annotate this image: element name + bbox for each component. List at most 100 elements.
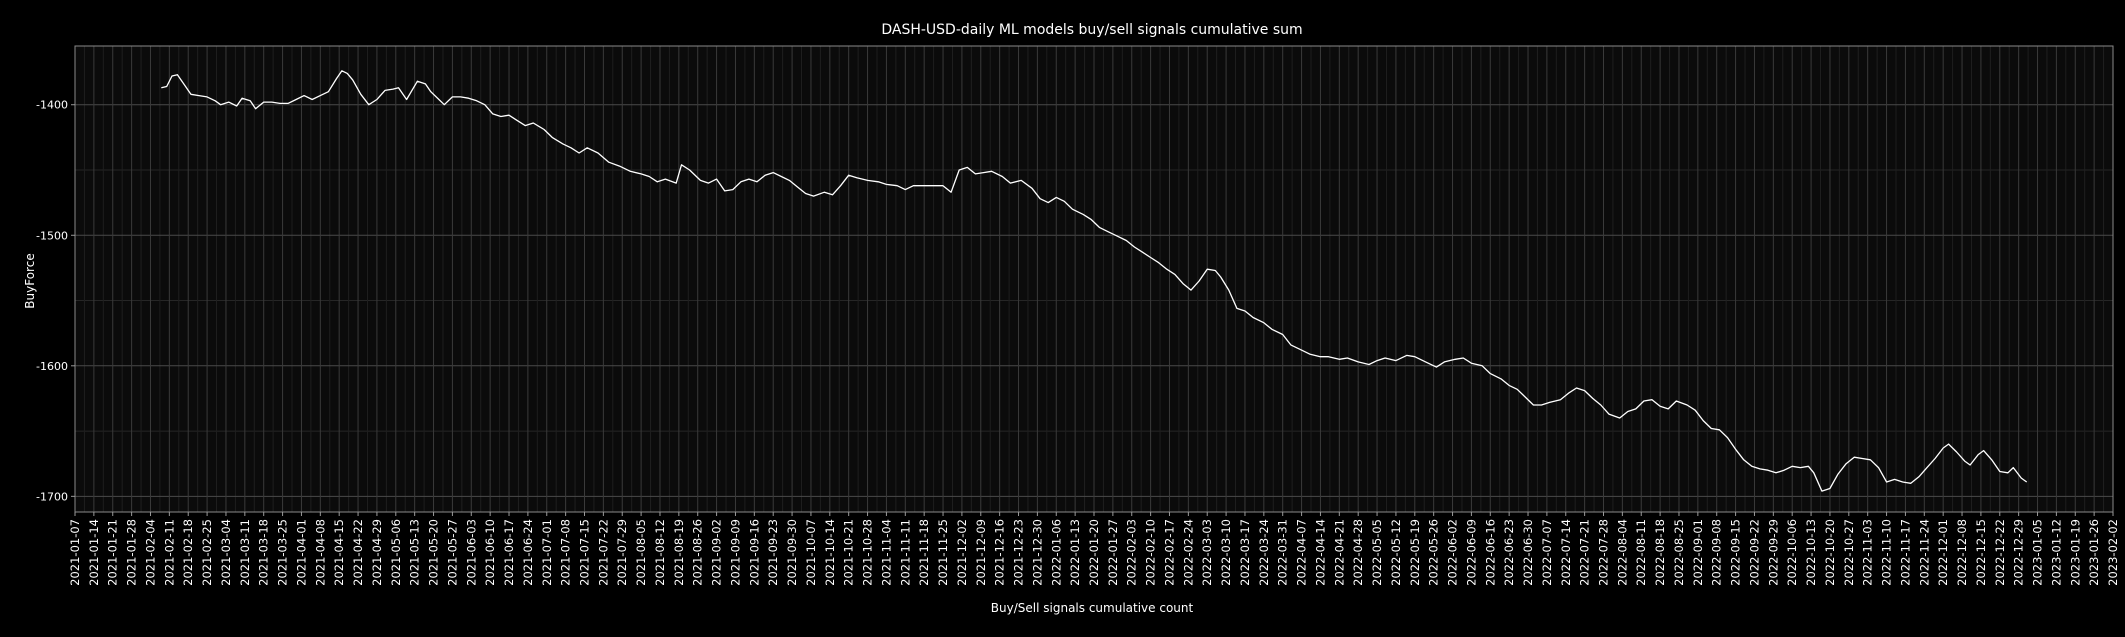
x-tick-label: 2022-02-17: [1162, 519, 1176, 586]
x-tick-label: 2022-09-29: [1766, 519, 1780, 586]
x-tick-label: 2022-10-20: [1823, 519, 1837, 586]
x-tick-label: 2022-08-04: [1615, 519, 1629, 586]
x-tick-label: 2022-06-16: [1483, 519, 1497, 586]
x-tick-label: 2022-12-29: [2012, 519, 2026, 586]
x-tick-label: 2021-01-21: [106, 519, 120, 586]
y-tick-label: -1700: [36, 490, 68, 503]
x-tick-label: 2021-08-19: [672, 519, 686, 586]
x-tick-label: 2021-04-15: [332, 519, 346, 586]
x-tick-label: 2022-02-24: [1181, 519, 1195, 586]
x-tick-label: 2022-11-24: [1917, 519, 1931, 586]
x-axis-ticks: 2021-01-07 2021-01-14 2021-01-21 2021-01-28…: [68, 512, 2120, 586]
y-tick-label: -1500: [36, 229, 68, 242]
x-tick-label: 2022-08-25: [1672, 519, 1686, 586]
x-tick-label: 2021-09-30: [785, 519, 799, 586]
x-tick-label: 2021-02-11: [162, 519, 176, 586]
x-tick-label: 2021-03-25: [276, 519, 290, 586]
x-tick-label: 2021-04-22: [351, 519, 365, 586]
x-tick-label: 2023-01-12: [2049, 519, 2063, 586]
x-tick-label: 2022-01-27: [1106, 519, 1120, 586]
x-tick-label: 2022-05-12: [1389, 519, 1403, 586]
x-tick-label: 2022-09-22: [1747, 519, 1761, 586]
x-tick-label: 2022-01-20: [1087, 519, 1101, 586]
x-tick-label: 2022-10-27: [1842, 519, 1856, 586]
x-tick-label: 2021-09-23: [766, 519, 780, 586]
x-tick-label: 2022-06-09: [1464, 519, 1478, 586]
x-tick-label: 2021-03-04: [219, 519, 233, 586]
x-tick-label: 2021-09-02: [710, 519, 724, 586]
x-tick-label: 2022-06-23: [1502, 519, 1516, 586]
x-tick-label: 2022-11-03: [1861, 519, 1875, 586]
x-tick-label: 2021-05-13: [408, 519, 422, 586]
x-tick-label: 2023-02-02: [2106, 519, 2120, 586]
x-tick-label: 2022-06-02: [1446, 519, 1460, 586]
x-tick-label: 2021-06-24: [521, 519, 535, 586]
x-tick-label: 2021-03-11: [238, 519, 252, 586]
x-tick-label: 2021-04-29: [370, 519, 384, 586]
major-gridlines: [74, 46, 2114, 512]
x-tick-label: 2021-10-14: [823, 519, 837, 586]
x-tick-label: 2021-05-20: [427, 519, 441, 586]
x-tick-label: 2022-08-11: [1634, 519, 1648, 586]
x-tick-label: 2021-10-07: [804, 519, 818, 586]
y-tick-label: -1400: [36, 99, 68, 112]
x-tick-label: 2021-06-17: [502, 519, 516, 586]
x-tick-label: 2021-10-21: [842, 519, 856, 586]
x-tick-label: 2022-04-07: [1295, 519, 1309, 586]
x-tick-label: 2021-11-18: [917, 519, 931, 586]
x-tick-label: 2021-01-14: [87, 519, 101, 586]
x-tick-label: 2021-11-04: [879, 519, 893, 586]
x-tick-label: 2022-09-01: [1691, 519, 1705, 586]
buyforce-series-line: [161, 70, 2028, 492]
y-tick-label: -1600: [36, 360, 68, 373]
x-tick-label: 2023-01-26: [2087, 519, 2101, 586]
x-tick-label: 2021-09-16: [747, 519, 761, 586]
x-tick-label: 2021-08-05: [634, 519, 648, 586]
y-axis-ticks: -1400 -1500 -1600 -1700: [36, 99, 75, 503]
x-tick-label: 2021-06-03: [464, 519, 478, 586]
x-tick-label: 2022-03-03: [1200, 519, 1214, 586]
chart-title: DASH-USD-daily ML models buy/sell signal…: [881, 22, 1302, 38]
x-tick-label: 2022-04-14: [1313, 519, 1327, 586]
x-tick-label: 2022-03-24: [1257, 519, 1271, 586]
y-axis-label: BuyForce: [23, 253, 37, 308]
x-tick-label: 2022-03-10: [1219, 519, 1233, 586]
x-axis-label: Buy/Sell signals cumulative count: [991, 601, 1194, 615]
x-tick-label: 2022-03-31: [1276, 519, 1290, 586]
x-tick-label: 2022-02-10: [1144, 519, 1158, 586]
x-tick-label: 2021-02-25: [200, 519, 214, 586]
x-tick-label: 2022-05-26: [1427, 519, 1441, 586]
x-tick-label: 2021-12-23: [1012, 519, 1026, 586]
x-tick-label: 2021-04-08: [313, 519, 327, 586]
x-tick-label: 2021-08-12: [653, 519, 667, 586]
x-tick-label: 2021-01-07: [68, 519, 82, 586]
x-tick-label: 2021-05-27: [445, 519, 459, 586]
x-tick-label: 2022-01-13: [1068, 519, 1082, 586]
x-tick-label: 2022-07-14: [1559, 519, 1573, 586]
x-tick-label: 2021-10-28: [861, 519, 875, 586]
x-tick-label: 2021-02-04: [143, 519, 157, 586]
x-tick-label: 2022-12-08: [1955, 519, 1969, 586]
x-tick-label: 2021-03-18: [257, 519, 271, 586]
x-tick-label: 2021-12-02: [955, 519, 969, 586]
x-tick-label: 2022-05-19: [1408, 519, 1422, 586]
x-tick-label: 2022-07-07: [1540, 519, 1554, 586]
x-tick-label: 2022-11-10: [1880, 519, 1894, 586]
x-tick-label: 2021-12-16: [993, 519, 1007, 586]
x-tick-label: 2021-08-26: [691, 519, 705, 586]
x-tick-label: 2022-07-21: [1578, 519, 1592, 586]
x-tick-label: 2022-01-06: [1049, 519, 1063, 586]
x-tick-label: 2022-10-13: [1804, 519, 1818, 586]
x-tick-label: 2023-01-05: [2031, 519, 2045, 586]
x-tick-label: 2022-04-21: [1332, 519, 1346, 586]
x-tick-label: 2021-01-28: [125, 519, 139, 586]
x-tick-label: 2022-09-15: [1729, 519, 1743, 586]
x-tick-label: 2022-04-28: [1351, 519, 1365, 586]
x-tick-label: 2021-07-29: [615, 519, 629, 586]
x-tick-label: 2022-05-05: [1370, 519, 1384, 586]
x-tick-label: 2021-06-10: [483, 519, 497, 586]
x-tick-label: 2021-12-30: [1030, 519, 1044, 586]
x-tick-label: 2022-09-08: [1710, 519, 1724, 586]
x-tick-label: 2021-04-01: [294, 519, 308, 586]
